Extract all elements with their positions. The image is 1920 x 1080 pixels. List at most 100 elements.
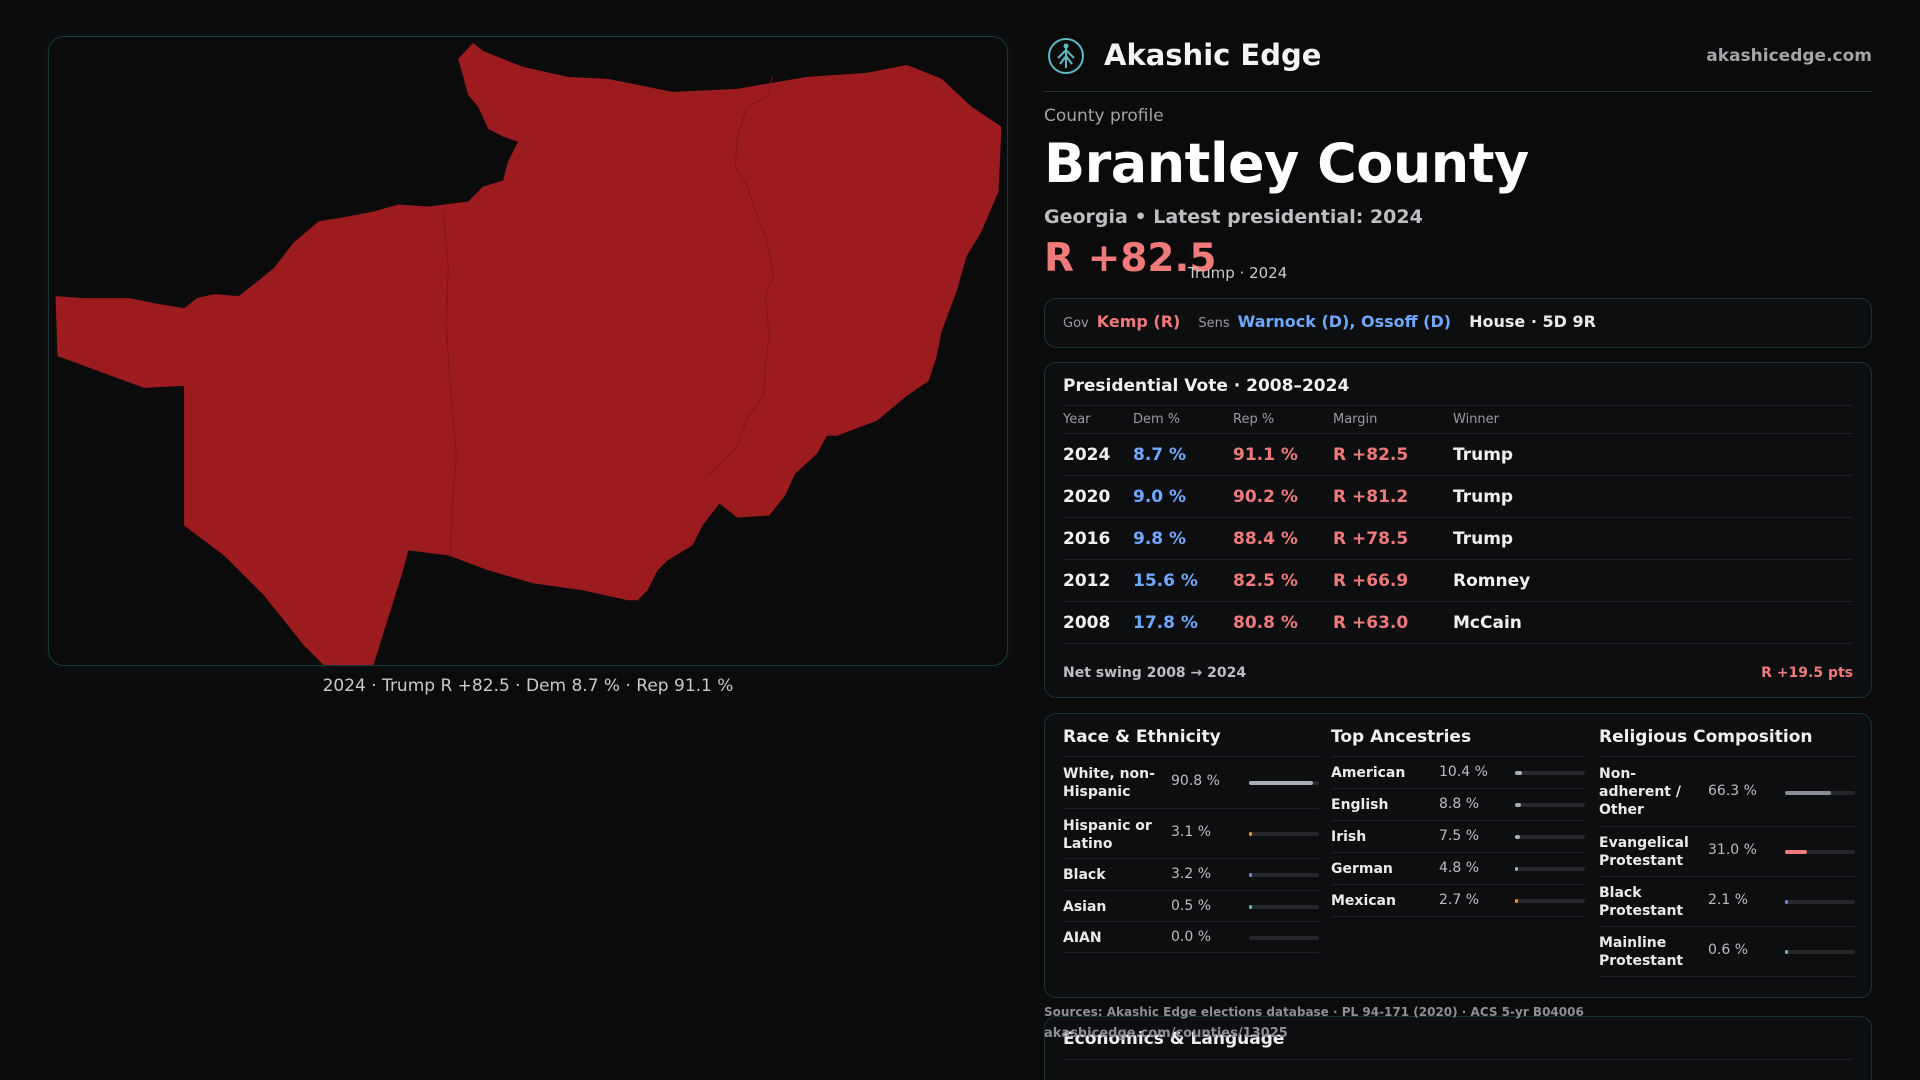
county-profile-panel: Akashic Edge akashicedge.com County prof… bbox=[1044, 0, 1872, 1080]
senators-value: Warnock (D), Ossoff (D) bbox=[1237, 312, 1452, 331]
page-url-link[interactable]: akashicedge.com/counties/13025 bbox=[1044, 1026, 1288, 1041]
margin-cell: R +78.5 bbox=[1333, 517, 1453, 560]
item-label: Black Protestant bbox=[1599, 885, 1684, 919]
brand-name[interactable]: Akashic Edge bbox=[1104, 38, 1322, 72]
item-bar-fill bbox=[1785, 950, 1788, 954]
item-label: Mexican bbox=[1331, 893, 1396, 909]
column-header-year: Year bbox=[1063, 405, 1133, 434]
dem-cell: 9.0 % bbox=[1133, 475, 1233, 518]
year-cell: 2012 bbox=[1063, 559, 1133, 602]
item-label: German bbox=[1331, 861, 1393, 877]
net-swing-value: R +19.5 pts bbox=[1761, 665, 1853, 681]
winner-cell: Trump bbox=[1453, 433, 1853, 476]
sens-label: Sens bbox=[1198, 316, 1230, 331]
dem-cell: 8.7 % bbox=[1133, 433, 1233, 476]
margin-cell: R +66.9 bbox=[1333, 559, 1453, 602]
rep-cell: 80.8 % bbox=[1233, 601, 1333, 644]
item-value: 10.4 % bbox=[1439, 764, 1488, 780]
item-value: 31.0 % bbox=[1708, 842, 1757, 858]
table-row: 2016 9.8 % 88.4 % R +78.5 Trump bbox=[1063, 517, 1853, 560]
item-value: 3.2 % bbox=[1171, 866, 1212, 882]
governor-value: Kemp (R) bbox=[1096, 312, 1181, 331]
list-item: Mainline Protestant 0.6 % bbox=[1599, 927, 1855, 977]
section-divider bbox=[1063, 756, 1319, 757]
sources-note: Sources: Akashic Edge elections database… bbox=[1044, 1005, 1584, 1019]
ancestry-title: Top Ancestries bbox=[1331, 727, 1472, 747]
item-bar-fill bbox=[1785, 850, 1807, 854]
map-caption: 2024 · Trump R +82.5 · Dem 8.7 % · Rep 9… bbox=[322, 676, 734, 696]
dem-cell: 15.6 % bbox=[1133, 559, 1233, 602]
county-map[interactable] bbox=[48, 36, 1008, 666]
item-value: 66.3 % bbox=[1708, 783, 1757, 799]
section-divider bbox=[1063, 1059, 1853, 1060]
item-label: Evangelical Protestant bbox=[1599, 835, 1689, 869]
list-item: Black 3.2 % bbox=[1063, 859, 1319, 891]
item-value: 4.8 % bbox=[1439, 860, 1480, 876]
item-bar bbox=[1249, 781, 1319, 785]
demographics-card: Race & Ethnicity White, non-Hispanic 90.… bbox=[1044, 713, 1872, 998]
item-label: Non-adherent / Other bbox=[1599, 766, 1681, 818]
page-title: Brantley County bbox=[1044, 132, 1529, 195]
list-item: Black Protestant 2.1 % bbox=[1599, 877, 1855, 927]
table-row: 2020 9.0 % 90.2 % R +81.2 Trump bbox=[1063, 475, 1853, 518]
county-shape[interactable] bbox=[55, 42, 1002, 665]
race-ethnicity-title: Race & Ethnicity bbox=[1063, 727, 1221, 747]
list-item: English 8.8 % bbox=[1331, 789, 1585, 821]
county-boundary-line bbox=[707, 76, 774, 476]
winner-cell: Trump bbox=[1453, 517, 1853, 560]
rep-cell: 82.5 % bbox=[1233, 559, 1333, 602]
margin-cell: R +63.0 bbox=[1333, 601, 1453, 644]
winner-cell: McCain bbox=[1453, 601, 1853, 644]
item-value: 7.5 % bbox=[1439, 828, 1480, 844]
item-value: 2.1 % bbox=[1708, 892, 1749, 908]
year-cell: 2020 bbox=[1063, 475, 1133, 518]
officials-card: Gov Kemp (R) Sens Warnock (D), Ossoff (D) Ho… bbox=[1044, 298, 1872, 348]
item-bar-fill bbox=[1785, 791, 1832, 795]
item-bar-fill bbox=[1249, 781, 1313, 785]
item-label: Black bbox=[1063, 867, 1106, 883]
column-header-margin: Margin bbox=[1333, 405, 1453, 434]
presidential-vote-card: Presidential Vote · 2008–2024 Year Dem %… bbox=[1044, 362, 1872, 698]
list-item: Asian 0.5 % bbox=[1063, 891, 1319, 922]
economics-title: Economics & Language bbox=[1063, 1029, 1285, 1049]
item-bar bbox=[1785, 900, 1855, 904]
list-item: Irish 7.5 % bbox=[1331, 821, 1585, 853]
religion-title: Religious Composition bbox=[1599, 727, 1813, 747]
item-value: 0.5 % bbox=[1171, 898, 1212, 914]
table-row: 2012 15.6 % 82.5 % R +66.9 Romney bbox=[1063, 559, 1853, 602]
item-label: Hispanic or Latino bbox=[1063, 818, 1152, 852]
list-item: Hispanic or Latino 3.1 % bbox=[1063, 809, 1319, 859]
list-item: Non-adherent / Other 66.3 % bbox=[1599, 757, 1855, 827]
margin-cell: R +82.5 bbox=[1333, 433, 1453, 476]
year-cell: 2016 bbox=[1063, 517, 1133, 560]
item-label: White, non-Hispanic bbox=[1063, 766, 1155, 800]
dem-cell: 17.8 % bbox=[1133, 601, 1233, 644]
item-bar-fill bbox=[1515, 867, 1518, 871]
item-label: Mainline Protestant bbox=[1599, 935, 1684, 969]
column-header-rep: Rep % bbox=[1233, 405, 1333, 434]
rep-cell: 90.2 % bbox=[1233, 475, 1333, 518]
list-item: German 4.8 % bbox=[1331, 853, 1585, 885]
gov-label: Gov bbox=[1063, 316, 1089, 331]
item-bar bbox=[1785, 950, 1855, 954]
county-map-svg bbox=[55, 42, 1002, 665]
winner-cell: Trump bbox=[1453, 475, 1853, 518]
item-bar-fill bbox=[1249, 905, 1252, 909]
item-value: 3.1 % bbox=[1171, 824, 1212, 840]
rep-cell: 91.1 % bbox=[1233, 433, 1333, 476]
brand-url-link[interactable]: akashicedge.com bbox=[1706, 46, 1872, 66]
net-swing-row: Net swing 2008 → 2024 R +19.5 pts bbox=[1063, 665, 1853, 681]
page-eyebrow: County profile bbox=[1044, 106, 1164, 126]
item-bar bbox=[1785, 850, 1855, 854]
item-value: 0.6 % bbox=[1708, 942, 1749, 958]
item-bar-fill bbox=[1515, 803, 1522, 807]
dem-cell: 9.8 % bbox=[1133, 517, 1233, 560]
tree-globe-icon[interactable] bbox=[1046, 36, 1086, 76]
headline-margin-note: Trump · 2024 bbox=[1188, 264, 1288, 282]
presidential-vote-table: Year Dem % Rep % Margin Winner 2024 8.7 … bbox=[1063, 405, 1853, 644]
item-bar-fill bbox=[1515, 899, 1518, 903]
item-label: Asian bbox=[1063, 899, 1107, 915]
margin-cell: R +81.2 bbox=[1333, 475, 1453, 518]
item-bar-fill bbox=[1785, 900, 1788, 904]
winner-cell: Romney bbox=[1453, 559, 1853, 602]
